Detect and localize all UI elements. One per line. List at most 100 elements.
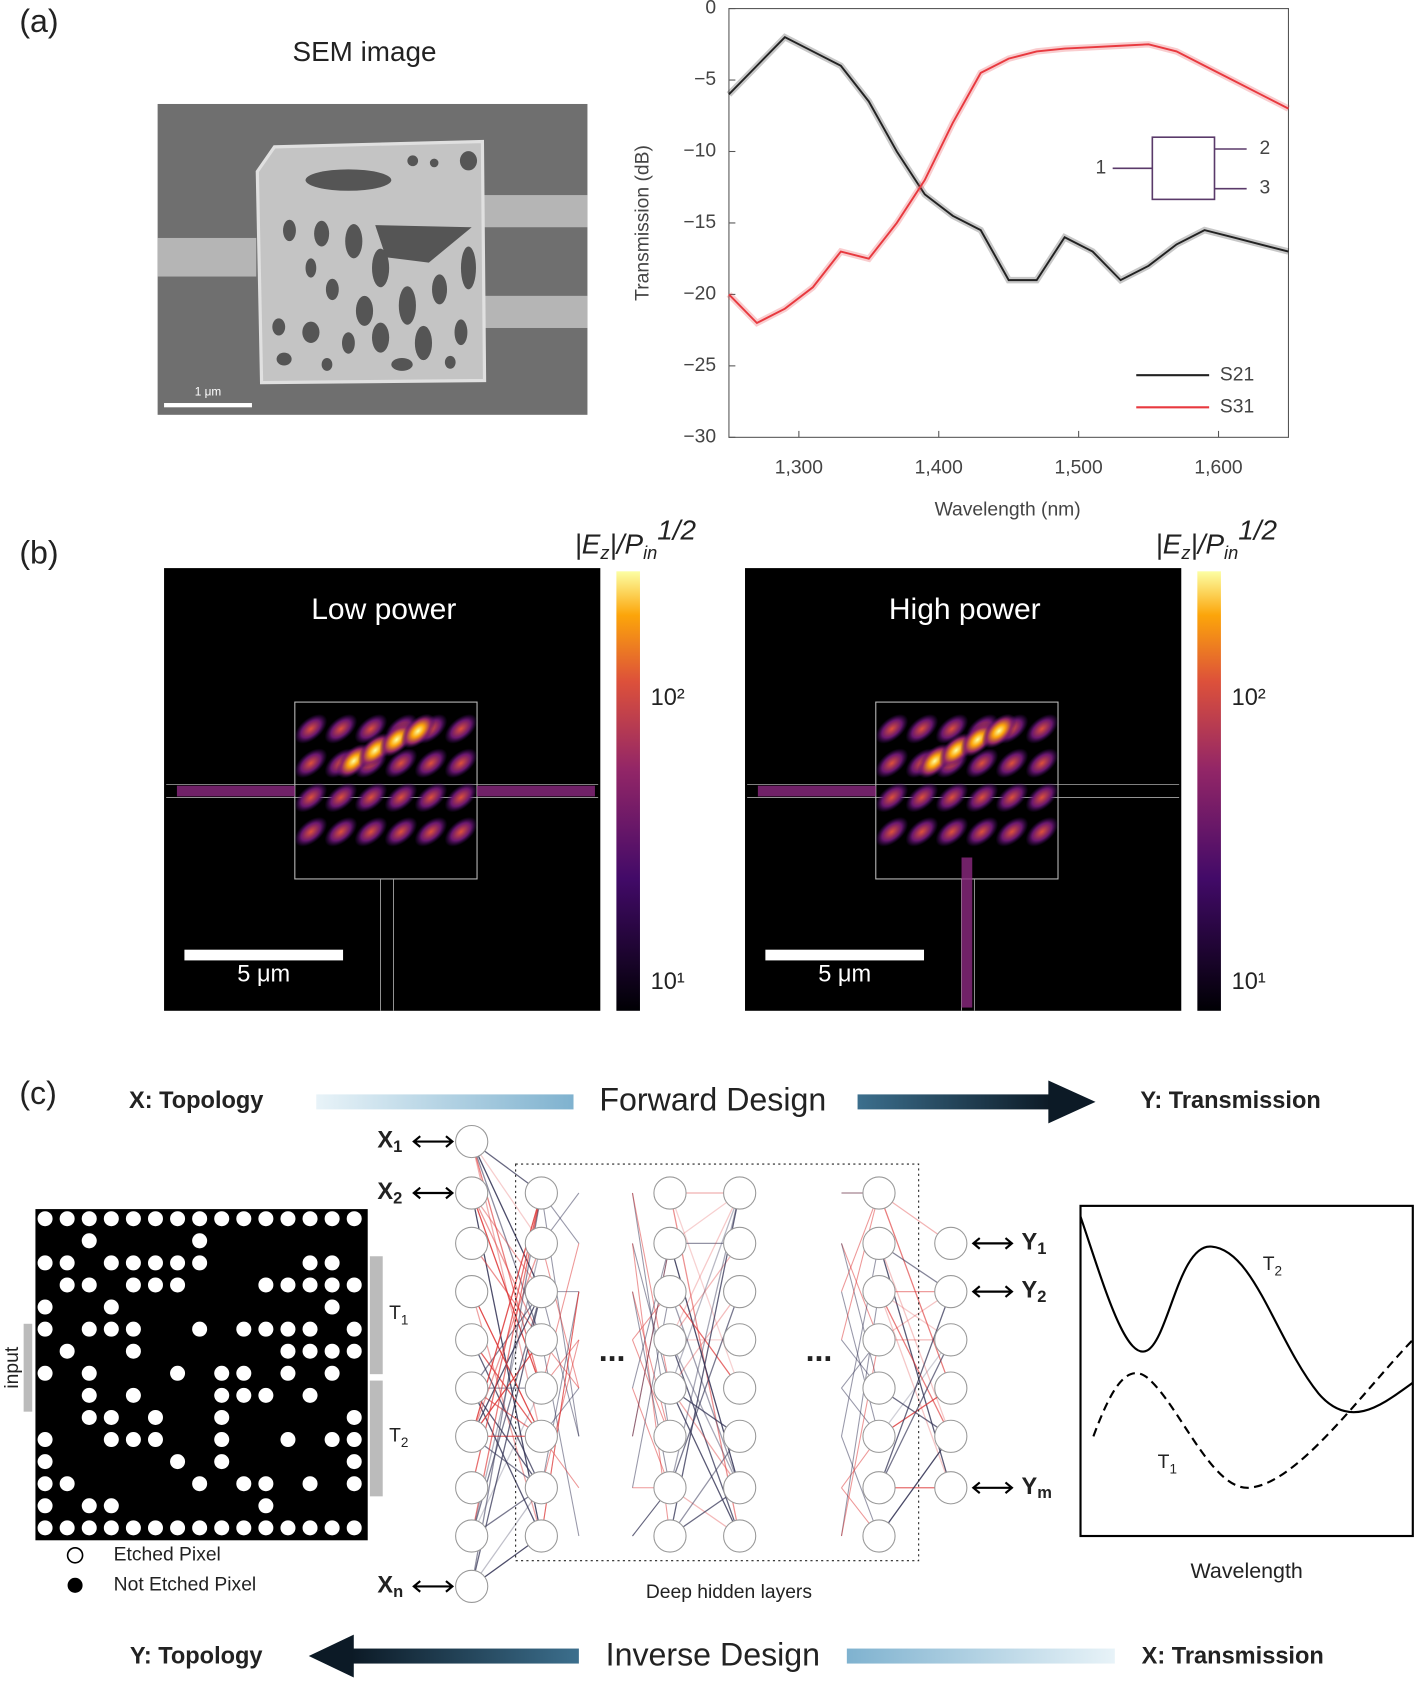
- colorbar-tick-label: 10²: [1232, 684, 1266, 710]
- output-node-label-sub: 2: [1037, 1288, 1046, 1306]
- input-node-label-main: X: [377, 1572, 393, 1598]
- field-output: [477, 785, 595, 797]
- connection: [669, 1435, 741, 1537]
- neuron: [455, 1471, 489, 1505]
- neuron: [455, 1124, 489, 1159]
- neuron: [653, 1323, 687, 1357]
- connection: [669, 1243, 741, 1341]
- field-lobe: [1025, 714, 1059, 744]
- etched-pixel: [37, 1476, 53, 1492]
- neuron: [723, 1176, 757, 1210]
- connection: [669, 1339, 741, 1537]
- sketch-frame: [1079, 1204, 1414, 1538]
- neuron: [934, 1323, 968, 1357]
- connection: [840, 1339, 880, 1537]
- connection: [471, 1192, 542, 1292]
- etched-pixel: [324, 1299, 340, 1315]
- neuron: [524, 1176, 558, 1210]
- field-lobe: [965, 816, 999, 847]
- curve-label-sub: 1: [1169, 1461, 1177, 1476]
- scale-bar: [765, 949, 925, 961]
- etched-pixel: [37, 1211, 53, 1227]
- curve-label-main: T: [1158, 1452, 1170, 1473]
- y-tick-label: −25: [683, 355, 716, 376]
- colorbar-title: |Ez|/Pin1/2: [575, 515, 697, 563]
- arrow-bar: [857, 1094, 1051, 1110]
- input-node-label-sub: 1: [393, 1138, 402, 1156]
- neuron: [934, 1226, 968, 1260]
- etched-pixel: [346, 1520, 362, 1536]
- field-lobe: [965, 782, 999, 813]
- etched-pixel: [81, 1387, 97, 1403]
- etched-pixel: [125, 1387, 141, 1403]
- neuron: [862, 1323, 896, 1357]
- etched-pixel: [37, 1255, 53, 1271]
- inset-port-label: 2: [1260, 138, 1271, 159]
- arrow-bar: [846, 1648, 1115, 1664]
- etched-pixel: [324, 1365, 340, 1381]
- curve-label-sub: 2: [1275, 1263, 1283, 1278]
- neuron: [723, 1226, 757, 1260]
- io-arrow: [412, 1580, 455, 1593]
- etched-pixel: [59, 1277, 75, 1293]
- input-node-label: Xn: [377, 1572, 403, 1602]
- etched-pixel: [258, 1321, 274, 1337]
- neuron: [862, 1419, 896, 1453]
- etched-pixel: [103, 1321, 119, 1337]
- etched-pixel: [258, 1520, 274, 1536]
- neuron: [524, 1519, 558, 1553]
- io-arrow: [412, 1135, 455, 1148]
- hidden-label: Deep hidden layers: [646, 1582, 812, 1603]
- neuron: [934, 1371, 968, 1405]
- colorbar-title-part: |E: [1156, 529, 1182, 560]
- neuron: [723, 1275, 757, 1309]
- neuron: [455, 1569, 489, 1604]
- etched-pixel: [81, 1409, 97, 1425]
- panel-label: (c): [19, 1075, 56, 1111]
- connection: [471, 1192, 542, 1587]
- field-lobe: [444, 782, 478, 813]
- etched-pixel: [170, 1365, 186, 1381]
- connection: [471, 1487, 542, 1587]
- neuron: [653, 1519, 687, 1553]
- x-tick-label: 1,600: [1194, 458, 1242, 479]
- connection: [540, 1243, 580, 1389]
- inverse-to: Y: Topology: [130, 1642, 263, 1668]
- etched-pixel: [103, 1255, 119, 1271]
- etched-pixel: [192, 1520, 208, 1536]
- neuron: [723, 1323, 757, 1357]
- field-lobe: [444, 714, 478, 744]
- etched-pixel: [214, 1432, 230, 1448]
- field-lobe: [354, 782, 388, 813]
- connection: [669, 1387, 741, 1537]
- output-node-label-sub: 1: [1037, 1240, 1046, 1258]
- connection: [471, 1141, 542, 1244]
- io-arrow: [971, 1285, 1014, 1298]
- colorbar: [1197, 571, 1221, 1011]
- neural-network: [455, 1124, 968, 1604]
- y-tick-label: −30: [683, 426, 716, 447]
- output-node-label-main: Y: [1022, 1277, 1038, 1303]
- etched-pixel: [192, 1211, 208, 1227]
- etched-pixel: [236, 1321, 252, 1337]
- inset-port-label: 3: [1260, 178, 1271, 199]
- etched-pixel: [192, 1321, 208, 1337]
- connection: [878, 1339, 952, 1489]
- input-node-label: X1: [377, 1127, 402, 1157]
- neuron: [653, 1471, 687, 1505]
- colorbar: [616, 571, 640, 1011]
- output-node-label: Ym: [1022, 1473, 1052, 1503]
- etched-pixel: [170, 1255, 186, 1271]
- field-lobe: [935, 816, 969, 847]
- field-lobe: [384, 816, 418, 847]
- etched-pixel: [192, 1255, 208, 1271]
- output-node-label-main: Y: [1022, 1473, 1038, 1499]
- neuron: [455, 1275, 489, 1309]
- neuron: [723, 1471, 757, 1505]
- port-label-sub: 2: [401, 1434, 409, 1449]
- connection: [631, 1243, 671, 1437]
- etched-pixel: [346, 1432, 362, 1448]
- input-node-label-main: X: [377, 1127, 393, 1153]
- etched-pixel: [125, 1321, 141, 1337]
